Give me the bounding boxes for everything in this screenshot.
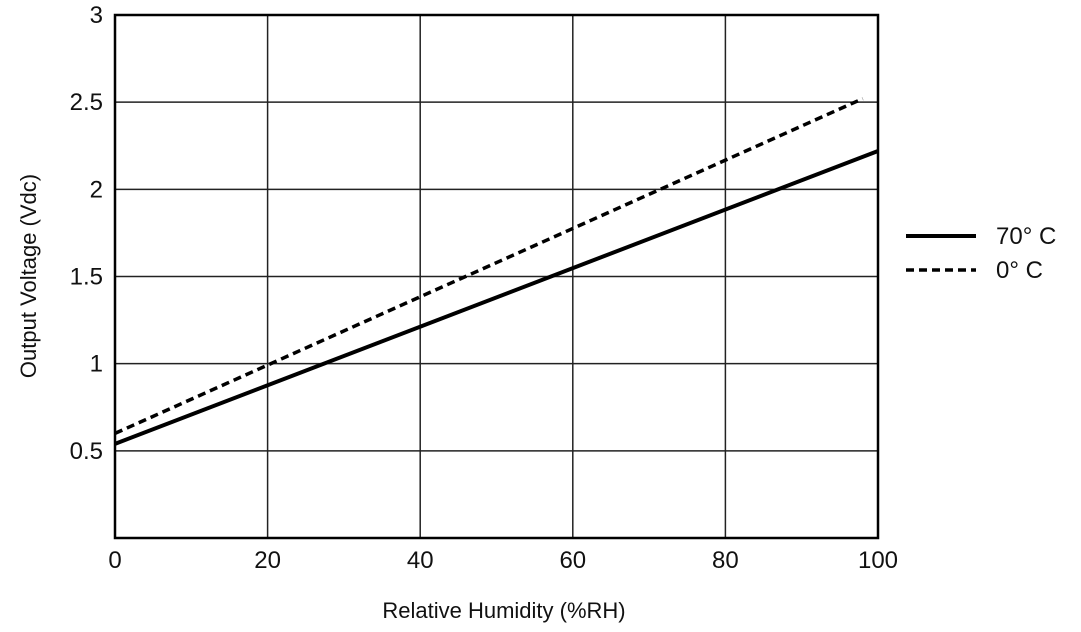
x-tick-labels: 0 20 40 60 80 100: [108, 547, 898, 574]
legend: 70° C 0° C: [906, 223, 1056, 284]
x-tick-label: 60: [559, 547, 586, 574]
x-tick-label: 20: [254, 547, 281, 574]
series-line: [114, 97, 864, 435]
x-tick-label: 0: [108, 547, 121, 574]
x-tick-label: 100: [858, 547, 898, 574]
y-tick-label: 3: [90, 2, 103, 29]
y-tick-label: 2: [90, 176, 103, 203]
y-tick-label: 0.5: [70, 438, 103, 465]
series-lines: [114, 97, 879, 446]
plot-frame: [113, 13, 880, 540]
x-axis-title: Relative Humidity (%RH): [382, 598, 625, 623]
y-tick-labels: 0.5 1 1.5 2 2.5 3: [70, 2, 103, 465]
y-axis-title: Output Voltage (Vdc): [16, 174, 41, 378]
legend-label: 0° C: [996, 257, 1043, 284]
x-tick-label: 80: [712, 547, 739, 574]
y-tick-label: 2.5: [70, 89, 103, 116]
series-line: [114, 149, 879, 446]
y-tick-label: 1: [90, 351, 103, 378]
legend-label: 70° C: [996, 223, 1056, 250]
grid: [115, 15, 878, 538]
x-tick-label: 40: [407, 547, 434, 574]
y-tick-label: 1.5: [70, 264, 103, 291]
